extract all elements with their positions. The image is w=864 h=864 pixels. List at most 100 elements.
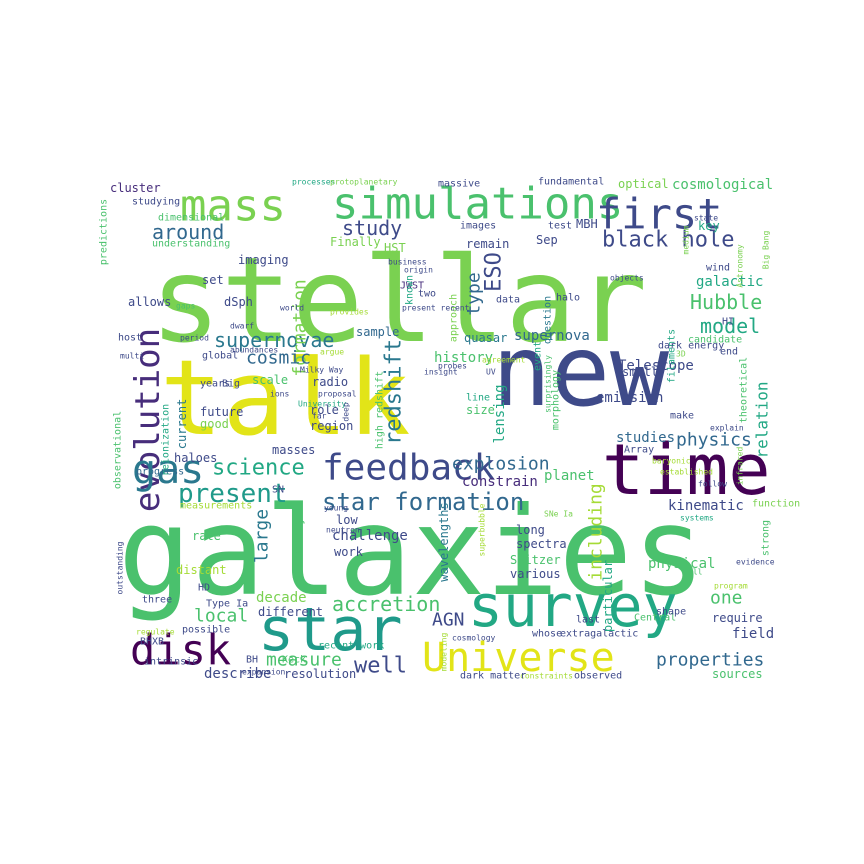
word-cosmic: cosmic	[246, 348, 311, 369]
word-state: state	[694, 214, 718, 223]
word-intrinsic: intrinsic	[144, 657, 198, 668]
word-far: far	[312, 412, 327, 421]
word-understanding: understanding	[152, 239, 230, 250]
word-modeling: modeling	[440, 633, 449, 672]
word-good: good	[200, 417, 229, 431]
word-ill: ill	[688, 568, 703, 577]
word-observational: observational	[113, 411, 124, 489]
word-keck: Keck	[282, 655, 306, 666]
word-big-bang: Big Bang	[762, 231, 771, 270]
word-galaxies: galaxies	[118, 481, 706, 623]
word-argue: argue	[320, 348, 344, 357]
word-various: various	[510, 567, 561, 581]
word-bhxb: BHXB	[140, 637, 164, 648]
word-halo: halo	[556, 293, 580, 304]
word-masses: masses	[272, 443, 315, 457]
word-studying: studying	[132, 197, 180, 208]
word-host: host	[118, 333, 142, 344]
word-question: question	[543, 296, 554, 344]
word-including: including	[586, 483, 607, 581]
word-probes: probes	[438, 362, 467, 371]
word-supernovae: supernovae	[214, 328, 334, 352]
word-survey: survey	[468, 572, 678, 640]
word-multi: multi	[120, 352, 144, 361]
word-physics: physics	[676, 430, 752, 451]
word-uv: UV	[486, 368, 496, 377]
word-scale: scale	[252, 373, 288, 387]
word-follow: follow	[698, 480, 727, 489]
word-mbh: MBH	[576, 217, 598, 231]
word-expansion: expansion	[242, 668, 286, 677]
word-astronomy: Astronomy	[736, 244, 745, 288]
word-science: science	[212, 456, 305, 481]
word-accretion: accretion	[332, 592, 440, 616]
word-disk: disk	[130, 626, 231, 675]
word-established: established	[660, 468, 713, 477]
word-protoplanetary: protoplanetary	[330, 178, 398, 187]
word-first: first	[596, 190, 722, 239]
word-reionization: reionization	[161, 404, 172, 476]
word-discovery: discovery	[291, 517, 305, 582]
word-sample: sample	[356, 325, 399, 339]
word-constraints: constraints	[520, 672, 573, 681]
word-relation: relation	[753, 381, 772, 458]
word-planet: planet	[544, 468, 595, 484]
word-measure: measure	[266, 650, 342, 671]
word-origin: origin	[404, 266, 433, 275]
word-end: end	[720, 347, 738, 358]
word-field: field	[732, 626, 774, 642]
word-dimensional: dimensional	[158, 213, 224, 224]
word-neutron: neutron	[326, 526, 360, 535]
word-array: Array	[624, 445, 654, 456]
word-gaps: gaps	[176, 302, 195, 311]
word-rate: rate	[192, 529, 221, 543]
word-physical: physical	[648, 556, 715, 572]
word-universe: Universe	[422, 635, 615, 681]
word-global: global	[202, 351, 238, 362]
word-formation: formation	[290, 279, 311, 377]
word-around: around	[152, 220, 224, 244]
word-young: young	[324, 504, 348, 513]
word-long: long	[516, 523, 545, 537]
word-processes: processes	[292, 178, 336, 187]
word-stellar: stellar	[150, 231, 647, 369]
word-line: line	[466, 393, 490, 404]
word-dark-energy: dark energy	[658, 341, 724, 352]
word-emission: emission	[596, 390, 663, 406]
word-finally: Finally	[330, 235, 381, 249]
word-study: study	[342, 216, 402, 240]
word-shape: shape	[656, 607, 686, 618]
word-black-hole: black hole	[602, 228, 734, 253]
word-imaging: imaging	[238, 253, 289, 267]
word-two: two	[418, 289, 436, 300]
word-future: future	[200, 405, 243, 419]
word-big: Big	[222, 379, 240, 390]
word-dark-matter: dark matter	[460, 671, 526, 682]
word-abundances: abundances	[230, 346, 278, 355]
word-simulations: simulations	[332, 179, 623, 230]
word-predictions: predictions	[99, 199, 110, 265]
word-event: event	[533, 341, 544, 371]
word-type: type	[464, 272, 485, 315]
word-resolution: resolution	[284, 667, 356, 681]
word-medium: medium	[682, 225, 691, 254]
word-insight: insight	[424, 368, 458, 377]
word-sne-ia: SNe Ia	[544, 510, 573, 519]
word-kinematic: kinematic	[668, 498, 744, 514]
word-require: require	[712, 611, 763, 625]
word-possible: possible	[182, 625, 230, 636]
word-decade: decade	[256, 590, 307, 606]
word-measurements: measurements	[180, 501, 252, 512]
word-explain: explain	[710, 424, 744, 433]
word-central: Central	[634, 613, 676, 624]
word-recent-work: recent work	[318, 641, 384, 652]
word-quasar: quasar	[464, 331, 507, 345]
word-candidate: candidate	[688, 335, 742, 346]
word-sn: SN	[272, 485, 284, 496]
word-history: history	[434, 350, 493, 366]
word-constrain: constrain	[462, 474, 538, 490]
word-present-recent: present recent	[402, 304, 470, 313]
word-proposal: proposal	[318, 390, 357, 399]
word-deep: deep	[342, 402, 351, 421]
word-current: current	[175, 399, 189, 450]
